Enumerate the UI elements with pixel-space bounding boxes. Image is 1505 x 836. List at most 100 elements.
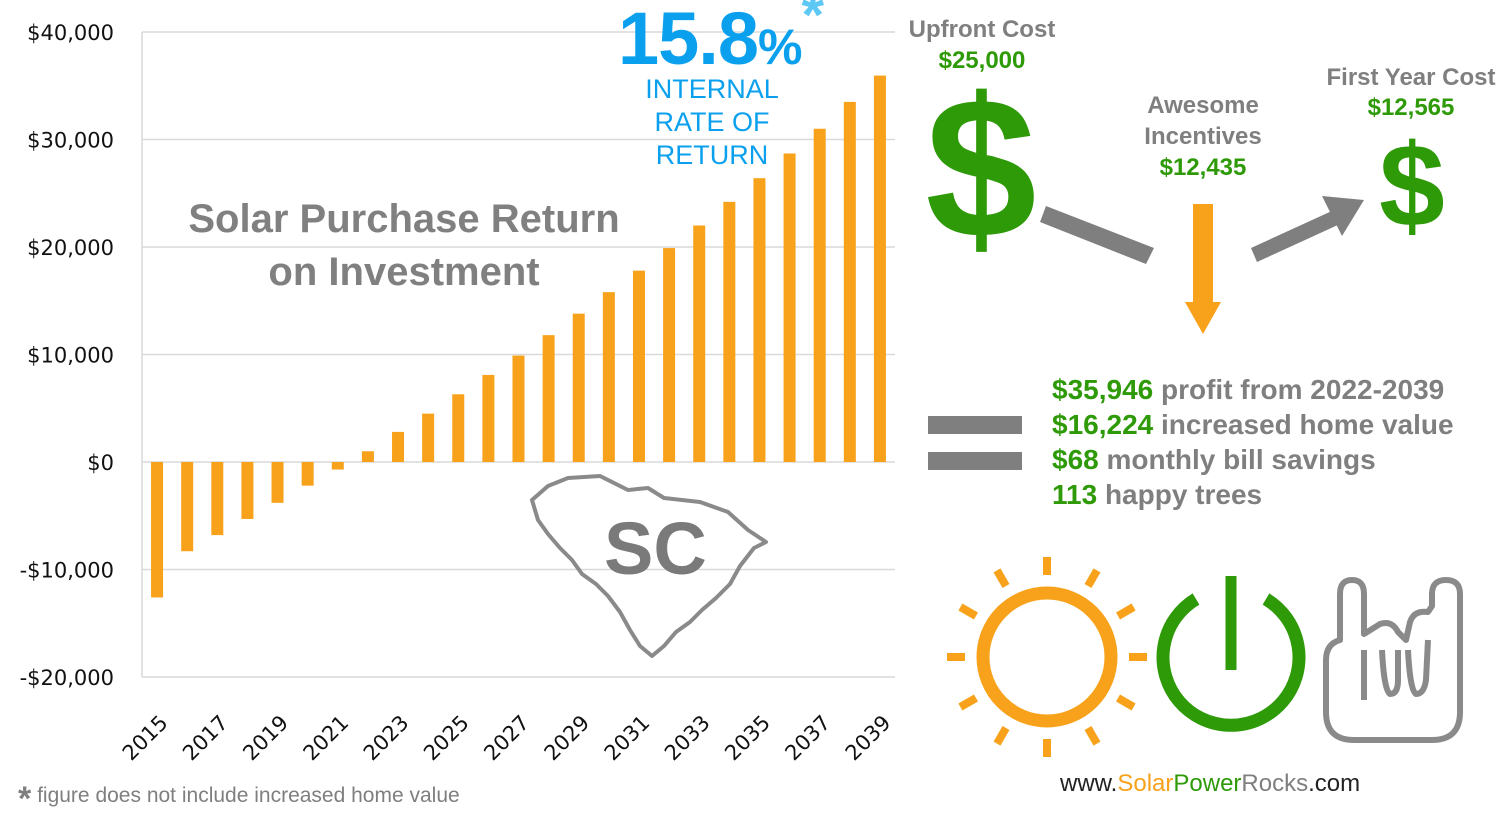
bar-2028 bbox=[542, 335, 555, 462]
summary-bill-savings-text: monthly bill savings bbox=[1098, 444, 1376, 475]
summary-home-value-text: increased home value bbox=[1153, 409, 1454, 440]
sun-ray bbox=[993, 726, 1010, 746]
chart-bars bbox=[151, 75, 886, 598]
x-tick-label: 2019 bbox=[238, 711, 293, 766]
incentives-value: $12,435 bbox=[1159, 154, 1247, 181]
irr-label-line-1: INTERNAL bbox=[645, 74, 779, 104]
bar-2027 bbox=[512, 355, 525, 462]
url-power: Power bbox=[1173, 770, 1242, 797]
sun-ray bbox=[1116, 603, 1136, 620]
irr-label-line-2: RATE OF bbox=[654, 107, 770, 137]
small-dollar-icon: $ bbox=[1379, 120, 1445, 252]
bar-2018 bbox=[241, 462, 254, 519]
x-tick-label: 2015 bbox=[118, 711, 173, 766]
y-tick-label: $30,000 bbox=[27, 129, 114, 153]
x-tick-label: 2021 bbox=[299, 711, 354, 766]
url-suffix: .com bbox=[1308, 770, 1361, 797]
bar-2023 bbox=[392, 431, 405, 462]
bar-2026 bbox=[482, 374, 495, 462]
bar-2037 bbox=[813, 128, 826, 462]
x-tick-label: 2025 bbox=[419, 711, 474, 766]
summary-home-value-number: $16,224 bbox=[1052, 409, 1154, 440]
summary-profit-number: $35,946 bbox=[1052, 374, 1154, 405]
incentives-label: Awesome Incentives bbox=[1128, 90, 1278, 152]
x-tick-label: 2039 bbox=[841, 711, 896, 766]
arrow-down-icon bbox=[1185, 204, 1221, 334]
bar-2020 bbox=[301, 462, 314, 486]
url-solar: Solar bbox=[1117, 770, 1174, 797]
summary-profit: $35,946 profit from 2022-2039 bbox=[1052, 372, 1454, 407]
x-tick-label: 2017 bbox=[178, 711, 233, 766]
y-tick-label: $20,000 bbox=[27, 236, 114, 260]
bar-2015 bbox=[151, 462, 164, 598]
irr-headline: 15.8% * bbox=[618, 0, 824, 81]
first-year-cost-value: $12,565 bbox=[1367, 94, 1455, 121]
sun-icon bbox=[947, 557, 1147, 757]
sun-ray bbox=[958, 603, 978, 620]
chart-title: Solar Purchase Return on Investment bbox=[160, 193, 648, 299]
x-tick-label: 2037 bbox=[780, 711, 835, 766]
summary-profit-text: profit from 2022-2039 bbox=[1153, 374, 1445, 405]
bar-2019 bbox=[271, 462, 284, 503]
sun-ray bbox=[1084, 568, 1101, 588]
south-carolina-outline-icon bbox=[530, 474, 768, 658]
summary-trees-number: 113 bbox=[1052, 479, 1098, 510]
bar-2024 bbox=[422, 413, 435, 462]
irr-label-line-3: RETURN bbox=[655, 140, 769, 170]
bar-2017 bbox=[211, 462, 224, 536]
irr-asterisk: * bbox=[801, 0, 825, 48]
sun-ray bbox=[958, 694, 978, 711]
y-tick-label: -$10,000 bbox=[20, 559, 114, 583]
sun-ray bbox=[1116, 694, 1136, 711]
x-tick-label: 2031 bbox=[600, 711, 655, 766]
bar-2030 bbox=[602, 292, 615, 462]
x-tick-label: 2027 bbox=[479, 711, 534, 766]
irr-percent-sign: % bbox=[758, 19, 802, 75]
summary-list: $35,946 profit from 2022-2039 $16,224 in… bbox=[1052, 372, 1454, 512]
y-tick-label: $40,000 bbox=[27, 21, 114, 45]
upfront-cost-value: $25,000 bbox=[938, 47, 1026, 74]
summary-trees: 113 happy trees bbox=[1052, 477, 1454, 512]
y-tick-label: -$20,000 bbox=[20, 666, 114, 690]
state-abbr-label: SC bbox=[604, 507, 707, 590]
irr-label: INTERNAL RATE OF RETURN bbox=[636, 73, 788, 172]
chart-title-line-2: on Investment bbox=[268, 250, 540, 294]
upfront-cost-label: Upfront Cost bbox=[908, 16, 1056, 43]
arrow-upfront-to-incentives bbox=[1040, 206, 1154, 264]
website-url[interactable]: www.SolarPowerRocks.com bbox=[1060, 770, 1360, 798]
bar-2016 bbox=[181, 462, 194, 552]
bar-2031 bbox=[632, 270, 645, 462]
irr-value: 15.8 bbox=[618, 0, 759, 80]
summary-bill-savings-number: $68 bbox=[1052, 444, 1099, 475]
power-icon bbox=[1156, 576, 1306, 732]
bar-2038 bbox=[843, 101, 856, 462]
x-tick-label: 2023 bbox=[359, 711, 414, 766]
summary-bill-savings: $68 monthly bill savings bbox=[1052, 442, 1454, 477]
bar-2034 bbox=[723, 201, 736, 462]
url-rocks: Rocks bbox=[1241, 770, 1309, 797]
url-prefix: www. bbox=[1060, 770, 1118, 797]
arrow-up-right-icon bbox=[1251, 196, 1364, 262]
sun-ray bbox=[993, 568, 1010, 588]
big-dollar-icon: $ bbox=[925, 57, 1037, 280]
bar-2035 bbox=[753, 178, 766, 462]
bar-2029 bbox=[572, 313, 585, 462]
bar-2022 bbox=[361, 451, 374, 462]
equals-icon bbox=[928, 416, 1022, 470]
x-tick-label: 2035 bbox=[720, 711, 775, 766]
bar-2032 bbox=[663, 248, 676, 462]
incentives-label-line-1: Awesome bbox=[1147, 92, 1259, 119]
x-tick-label: 2029 bbox=[540, 711, 595, 766]
y-tick-label: $0 bbox=[87, 451, 114, 475]
bar-2039 bbox=[873, 75, 886, 462]
bar-2036 bbox=[783, 153, 796, 462]
chart-title-line-1: Solar Purchase Return bbox=[188, 197, 620, 241]
x-tick-label: 2033 bbox=[660, 711, 715, 766]
x-axis-ticks: 2015 2017 2019 2021 2023 2025 2027 2029 2031 2033… bbox=[118, 711, 896, 766]
footnote-asterisk: * bbox=[18, 780, 32, 818]
first-year-cost-label: First Year Cost bbox=[1326, 64, 1496, 91]
summary-home-value: $16,224 increased home value bbox=[1052, 407, 1454, 442]
bar-2021 bbox=[331, 462, 344, 470]
footnote: * figure does not include increased home… bbox=[18, 780, 460, 819]
